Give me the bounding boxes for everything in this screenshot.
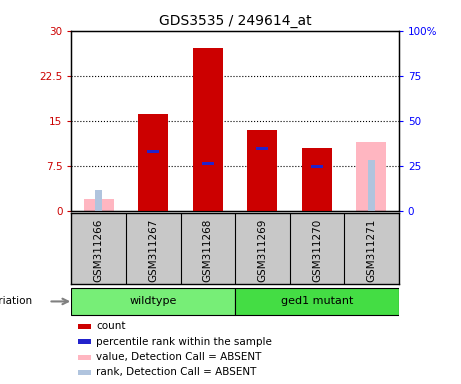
Text: count: count <box>96 321 125 331</box>
Bar <box>356 142 386 211</box>
Text: rank, Detection Call = ABSENT: rank, Detection Call = ABSENT <box>96 367 256 377</box>
Text: GSM311269: GSM311269 <box>257 219 267 282</box>
Bar <box>202 162 214 165</box>
Bar <box>368 160 375 211</box>
Bar <box>78 324 91 329</box>
Bar <box>78 339 91 344</box>
Bar <box>302 148 332 211</box>
Text: wildtype: wildtype <box>130 296 177 306</box>
Bar <box>71 288 235 315</box>
Text: GSM311271: GSM311271 <box>366 219 377 282</box>
Bar <box>78 355 91 359</box>
Bar <box>95 190 102 211</box>
Text: GSM311266: GSM311266 <box>94 219 104 282</box>
Text: ged1 mutant: ged1 mutant <box>281 296 353 306</box>
Bar <box>78 370 91 375</box>
Bar <box>248 130 278 211</box>
Bar <box>311 165 323 167</box>
Bar <box>147 149 160 152</box>
Bar <box>235 288 399 315</box>
Text: GSM311267: GSM311267 <box>148 219 158 282</box>
Text: genotype/variation: genotype/variation <box>0 296 32 306</box>
Bar <box>138 114 168 211</box>
Bar <box>84 199 114 211</box>
Bar <box>193 48 223 211</box>
Text: GSM311268: GSM311268 <box>203 219 213 282</box>
Text: value, Detection Call = ABSENT: value, Detection Call = ABSENT <box>96 352 261 362</box>
Title: GDS3535 / 249614_at: GDS3535 / 249614_at <box>159 14 312 28</box>
Bar <box>256 147 268 149</box>
Text: percentile rank within the sample: percentile rank within the sample <box>96 337 272 347</box>
Text: GSM311270: GSM311270 <box>312 219 322 282</box>
